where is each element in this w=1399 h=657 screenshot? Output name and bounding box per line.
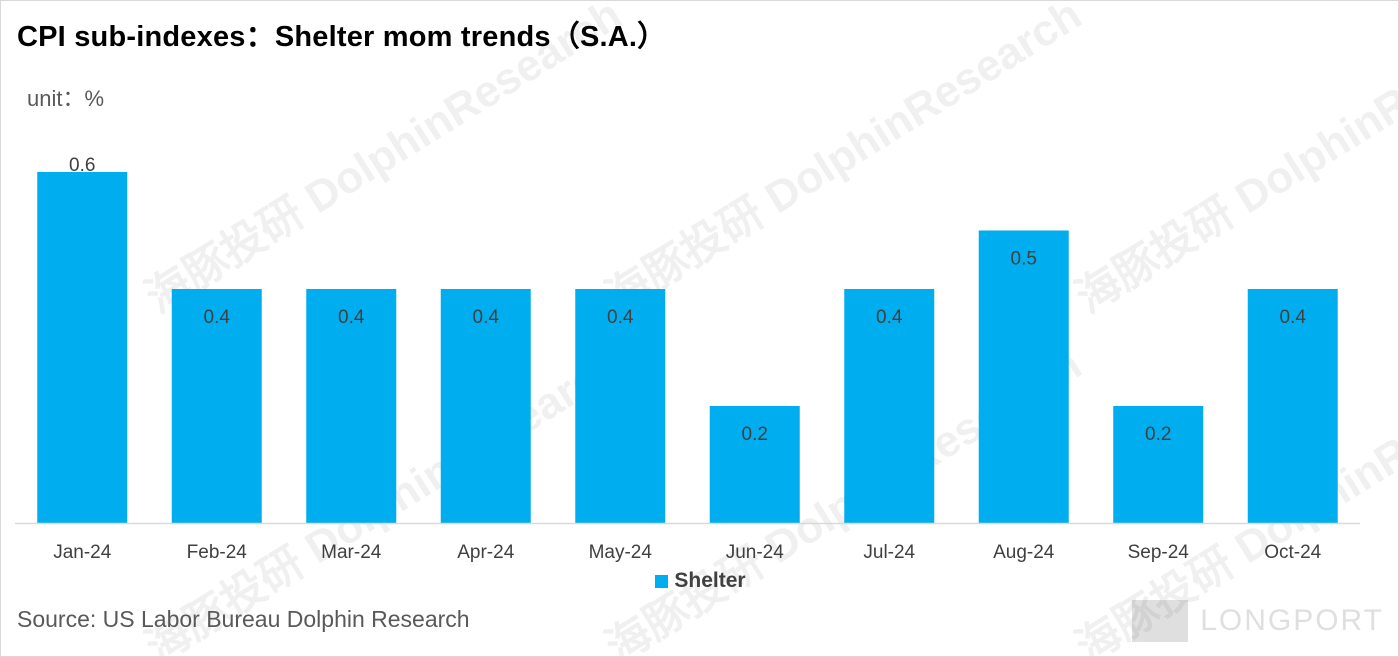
bar-feb-24 [171,289,262,523]
bar-aug-24 [978,230,1069,523]
legend-swatch-icon [655,574,669,588]
bar-may-24 [575,289,666,523]
x-tick-label: Jul-24 [863,542,915,563]
bar-mar-24 [306,289,397,523]
logo-text: LONGPORT [1200,604,1384,637]
legend: Shelter [1,569,1398,593]
data-label: 0.4 [204,307,231,328]
longport-logo-icon [1132,600,1189,642]
bar-chart: 0.6 Jan-24 0.4 Feb-24 0.4 Mar-24 0.4 Apr-24 0.4 M… [15,155,1360,563]
x-tick-label: Apr-24 [457,542,514,563]
legend-label: Shelter [674,569,746,592]
data-label: 0.4 [1280,307,1307,328]
longport-logo: LONGPORT [1132,600,1384,642]
bar-jun-24 [709,406,800,523]
data-label: 0.4 [473,307,500,328]
data-label: 0.2 [1145,424,1171,445]
bar-jul-24 [844,289,935,523]
x-tick-label: Jan-24 [53,542,112,563]
x-tick-label: Mar-24 [321,542,382,563]
x-tick-label: Jun-24 [726,542,785,563]
bar-sep-24 [1113,406,1204,523]
source-note: Source: US Labor Bureau Dolphin Research [17,606,470,632]
data-label: 0.4 [607,307,634,328]
data-label: 0.4 [338,307,365,328]
chart-title: CPI sub-indexes：Shelter mom trends（S.A.） [17,21,667,53]
x-tick-label: Feb-24 [187,542,248,563]
data-label: 0.5 [1011,249,1037,270]
bar-jan-24 [37,172,128,523]
data-label: 0.2 [742,424,768,445]
x-tick-label: Sep-24 [1128,542,1190,563]
data-label: 0.4 [876,307,903,328]
bar-oct-24 [1247,289,1338,523]
x-tick-label: Aug-24 [993,542,1055,563]
x-tick-label: May-24 [589,542,653,563]
unit-label: unit：% [27,86,105,111]
bar-apr-24 [440,289,531,523]
x-tick-label: Oct-24 [1264,542,1321,563]
data-label: 0.6 [69,155,95,176]
